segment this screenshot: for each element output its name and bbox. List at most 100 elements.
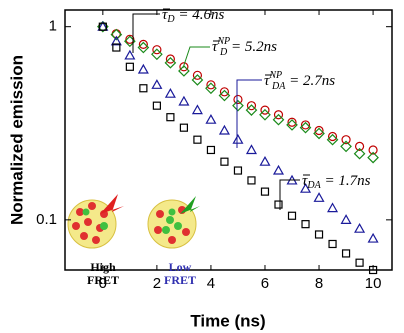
leader [236, 79, 262, 148]
marker [218, 89, 231, 102]
marker [246, 101, 257, 111]
annotation-part: = 4.6ns [175, 7, 225, 23]
marker [110, 28, 123, 41]
dots [82, 208, 182, 234]
marker [367, 151, 379, 164]
inset-label: Low [169, 260, 192, 274]
marker [272, 164, 285, 175]
marker [341, 135, 351, 145]
marker [125, 62, 134, 71]
marker [205, 82, 217, 95]
annotation: τDA = 1.7ns [302, 173, 371, 191]
marker [314, 230, 324, 239]
annotation-part: NP [216, 36, 230, 47]
annotation-part: = 2.7ns [285, 73, 335, 89]
marker [139, 84, 148, 93]
marker [353, 147, 366, 160]
marker [165, 54, 175, 64]
annotation-part: DA [271, 81, 286, 92]
annotation: τNP D = 5.2ns [212, 36, 277, 58]
marker [367, 232, 379, 243]
marker [138, 39, 148, 49]
annotation-part: D [166, 14, 175, 25]
marker [166, 113, 175, 122]
marker [368, 145, 378, 155]
marker [151, 48, 163, 61]
marker [191, 74, 204, 86]
y-tick-label: 1 [49, 18, 57, 35]
plot-frame [64, 9, 393, 271]
marker [179, 62, 189, 72]
marker [193, 135, 202, 144]
inset-label: FRET [87, 273, 119, 287]
marker [233, 94, 243, 105]
marker [219, 87, 230, 97]
annotation-part: = 5.2ns [227, 39, 277, 55]
marker [287, 211, 297, 220]
annotation-part: = 1.7ns [321, 173, 371, 189]
marker [355, 258, 364, 267]
marker [164, 87, 176, 98]
marker [260, 105, 270, 115]
marker [205, 113, 217, 124]
marker [328, 239, 337, 249]
inset-label: High [90, 260, 116, 274]
leader [132, 13, 160, 53]
marker [110, 35, 122, 46]
marker [301, 220, 310, 229]
marker [314, 125, 324, 136]
marker [152, 45, 162, 55]
marker [327, 131, 338, 142]
annotation-part: τ [162, 7, 168, 23]
marker [191, 104, 203, 115]
marker [178, 95, 190, 106]
marker [354, 141, 365, 152]
marker [327, 202, 339, 213]
marker [260, 187, 270, 196]
marker [259, 108, 271, 121]
annotation: τD = 4.6ns [162, 7, 224, 25]
marker [98, 22, 107, 31]
marker [287, 117, 297, 127]
marker [245, 104, 258, 116]
marker [220, 157, 229, 166]
marker [218, 124, 230, 135]
annotation-part: DA [306, 180, 321, 191]
y-tick-label: 0.1 [36, 211, 57, 228]
marker [313, 127, 325, 140]
x-tick-label: 4 [207, 275, 215, 292]
marker [164, 56, 177, 69]
marker [232, 133, 244, 144]
y-axis-label: Normalized emission [7, 55, 26, 225]
marker [299, 182, 312, 193]
x-tick-label: 6 [261, 275, 269, 292]
leaders [132, 13, 300, 210]
inset-label: FRET [164, 273, 196, 287]
marker [112, 43, 121, 52]
marker [151, 79, 163, 89]
x-tick-label: 10 [365, 275, 382, 292]
annotation-part: τ [212, 39, 218, 55]
marker [286, 119, 298, 131]
inset-icons [67, 194, 200, 249]
marker [300, 120, 311, 130]
marker [274, 200, 283, 209]
flash [180, 196, 200, 214]
flash [100, 194, 124, 214]
marker [125, 34, 135, 44]
x-tick-label: 2 [153, 275, 161, 292]
leader [279, 179, 300, 210]
marker [354, 222, 366, 233]
marker [137, 63, 149, 74]
marker [259, 155, 271, 166]
annotation-part: τ [302, 173, 308, 189]
leader [182, 46, 210, 69]
marker [247, 176, 256, 185]
marker [341, 249, 351, 258]
marker [273, 110, 284, 120]
marker [206, 145, 216, 155]
marker [245, 144, 257, 155]
annotation-part: NP [268, 70, 282, 81]
annotation: τNP DA = 2.7ns [264, 70, 335, 92]
marker [232, 99, 244, 112]
